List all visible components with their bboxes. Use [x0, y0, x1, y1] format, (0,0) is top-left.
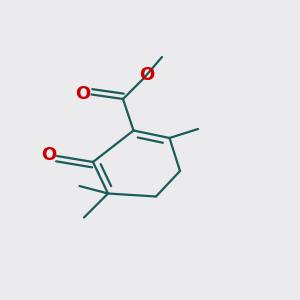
Text: O: O	[76, 85, 91, 103]
Text: O: O	[140, 66, 154, 84]
Text: O: O	[41, 146, 56, 164]
